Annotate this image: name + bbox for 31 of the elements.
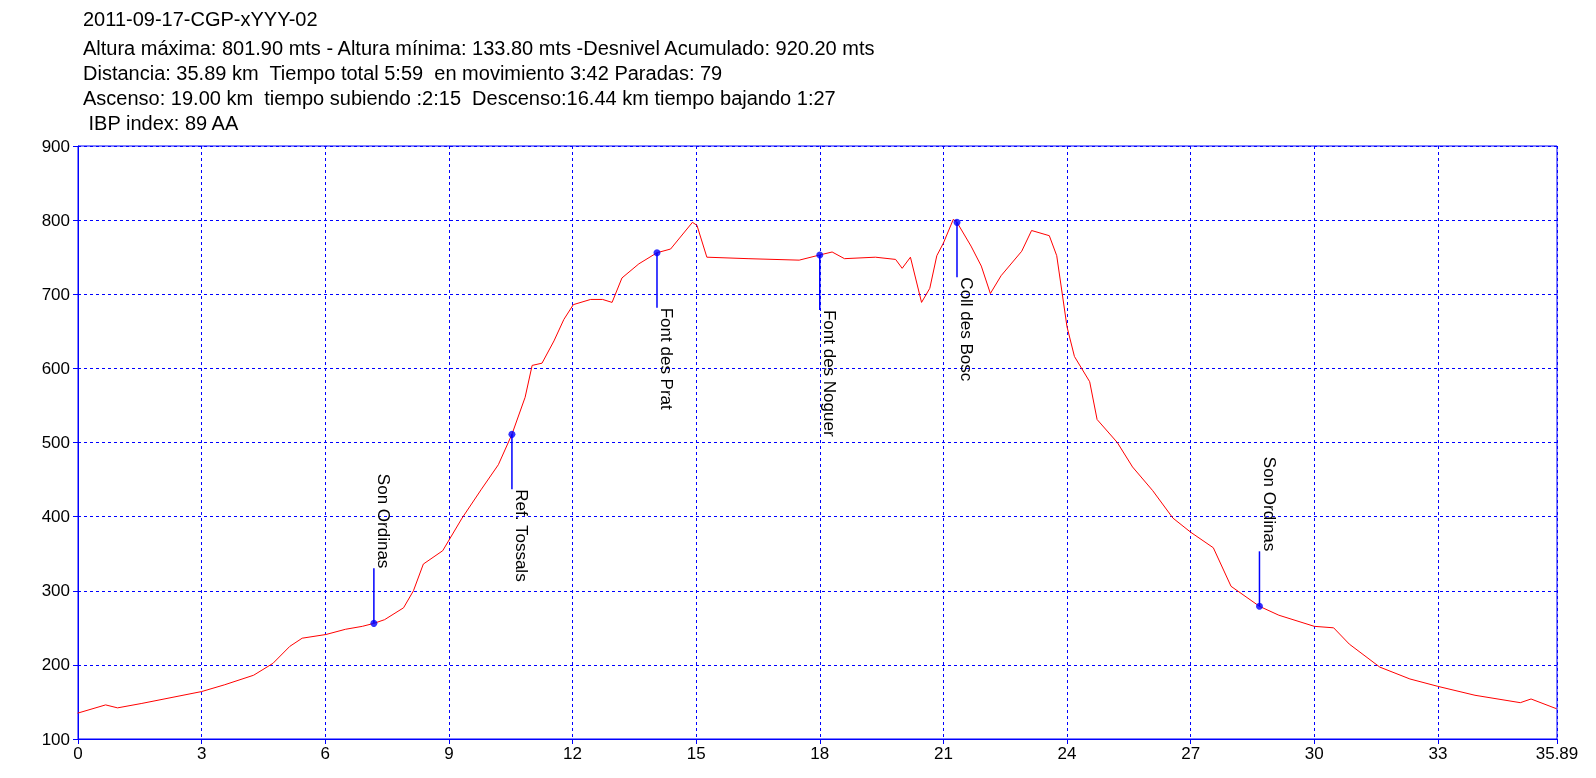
annotation: Font des Noguer xyxy=(820,309,840,437)
x-tick-label: 12 xyxy=(563,744,582,763)
y-tick-label: 600 xyxy=(41,358,70,378)
x-tick-label: 9 xyxy=(444,744,454,763)
x-tick-label: 3 xyxy=(196,744,207,763)
y-tick-label: 400 xyxy=(41,507,70,527)
annotation: Coll des Bosc xyxy=(957,277,977,382)
x-tick-label: 24 xyxy=(1057,744,1077,763)
y-tick-label: 200 xyxy=(41,655,70,675)
annotation: Son Ordinas xyxy=(374,473,394,569)
x-tick-label: 0 xyxy=(73,744,83,763)
x-tick-label: 18 xyxy=(810,744,830,763)
y-tick-label: 700 xyxy=(41,284,70,304)
x-tick-label: 27 xyxy=(1181,744,1201,763)
x-tick-label: 35.89 xyxy=(1535,744,1579,763)
x-tick-label: 33 xyxy=(1428,744,1448,763)
x-tick-label: 21 xyxy=(933,744,953,763)
chart-subtitle: Altura máxima: 801.90 mts - Altura mínima: 133.80 mts -Desnivel Acumulado: 920.20 mts Distancia: 35.89 km Tiempo total 5:59 en movimiento 3:42 Paradas: 79 Ascenso: 19.00 km tiempo subiendo :2:15 Descenso:16.44 km tiempo bajando 1:27 IBP index: 89 AA xyxy=(83,36,875,134)
annotation: Son Ordinas xyxy=(1259,456,1279,552)
y-tick-label: 300 xyxy=(41,581,70,601)
annotation: Ref. Tossals xyxy=(512,489,532,582)
line-series xyxy=(77,218,1557,714)
y-tick-label: 800 xyxy=(41,210,70,230)
x-tick-label: 15 xyxy=(686,744,706,763)
x-tick-label: 6 xyxy=(320,744,330,763)
y-tick-label: 100 xyxy=(41,729,70,749)
x-tick-label: 30 xyxy=(1304,744,1324,763)
chart-title: 2011-09-17-CGP-xYYY-02 xyxy=(83,8,318,30)
y-tick-label: 500 xyxy=(41,433,70,452)
y-tick-label: 900 xyxy=(41,136,70,156)
annotation: Font des Prat xyxy=(657,307,677,411)
